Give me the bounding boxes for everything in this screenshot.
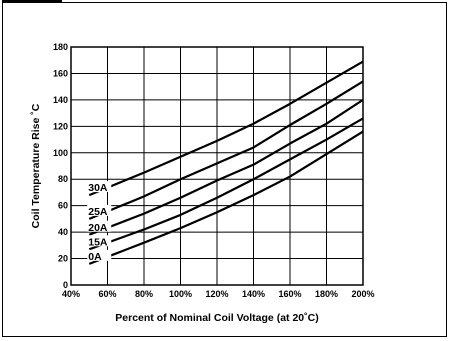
x-tick-label: 100% <box>169 289 192 299</box>
x-tick-label: 120% <box>205 289 228 299</box>
series-label-bg <box>87 235 112 247</box>
series-label-bg <box>87 204 112 216</box>
y-tick-label: 80 <box>58 174 68 184</box>
y-tick-label: 180 <box>53 42 68 52</box>
x-tick-label: 60% <box>98 289 116 299</box>
y-tick-label: 120 <box>53 121 68 131</box>
series-line-30A <box>88 60 364 197</box>
series-label-30A: 30A <box>88 182 108 194</box>
x-tick-label: 180% <box>315 289 338 299</box>
y-tick-label: 60 <box>58 201 68 211</box>
series-line-0A <box>88 130 364 265</box>
series-lines: 30A 25A 20A 15A 0A <box>87 60 364 265</box>
x-tick-label: 40% <box>62 289 80 299</box>
series-label-25A: 25A <box>88 206 108 218</box>
series-line-25A <box>88 80 364 220</box>
y-axis-label: Coil Temperature Rise ˚C <box>30 103 42 228</box>
x-tick-label: 160% <box>278 289 301 299</box>
x-axis-ticks: 40% 60% 80% 100% 120% 140% 160% 180% 200% <box>62 289 375 299</box>
chart-frame <box>2 2 447 337</box>
y-tick-label: 100 <box>53 148 68 158</box>
x-tick-label: 200% <box>351 289 374 299</box>
y-tick-label: 40 <box>58 227 68 237</box>
series-label-20A: 20A <box>88 222 108 234</box>
series-label-0A: 0A <box>88 251 102 263</box>
series-label-bg <box>87 249 112 261</box>
x-axis-label: Percent of Nominal Coil Voltage (at 20˚C… <box>115 312 318 324</box>
grid <box>70 46 364 286</box>
y-tick-label: 20 <box>58 254 68 264</box>
plot-area-border <box>70 46 364 286</box>
series-line-20A <box>88 98 364 236</box>
series-label-bg <box>87 220 112 232</box>
frame-top-segment <box>2 0 62 2</box>
y-tick-label: 140 <box>53 95 68 105</box>
y-tick-label: 160 <box>53 68 68 78</box>
series-label-bg <box>87 181 112 193</box>
y-tick-label: 0 <box>63 280 68 290</box>
x-tick-label: 140% <box>242 289 265 299</box>
series-label-15A: 15A <box>88 236 108 248</box>
y-axis-ticks: 0 20 40 60 80 100 120 140 160 180 <box>53 42 68 290</box>
series-line-15A <box>88 117 364 251</box>
x-tick-label: 80% <box>135 289 153 299</box>
